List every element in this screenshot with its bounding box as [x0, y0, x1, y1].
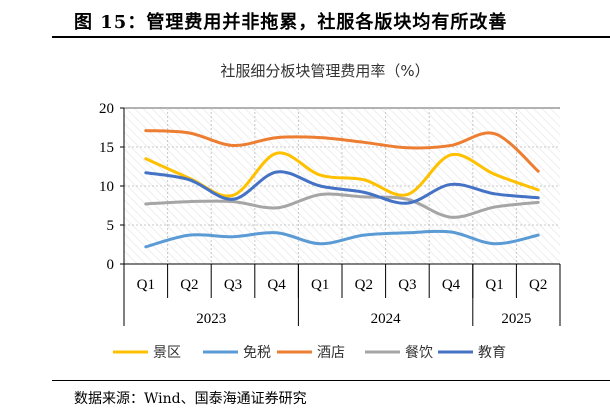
series-line-教育	[144, 170, 540, 205]
y-tick-label: 15	[99, 140, 114, 156]
legend-label: 教育	[478, 345, 506, 361]
figure-title: 图 15：管理费用并非拖累，社服各版块均有所改善	[74, 12, 508, 33]
y-tick-label: 20	[99, 101, 114, 117]
source-note: 数据来源：Wind、国泰海通证券研究	[74, 391, 307, 407]
x-tick-label: Q3	[224, 277, 242, 293]
legend-label: 免税	[243, 345, 271, 361]
x-tick-label: Q1	[311, 277, 329, 293]
bottom-rule	[52, 380, 610, 381]
y-tick-label: 10	[99, 179, 114, 195]
top-rule	[52, 36, 610, 38]
series-line-餐饮	[144, 192, 540, 219]
chart-title: 社服细分板块管理费用率（%）	[220, 62, 429, 80]
x-tick-label: Q4	[267, 277, 286, 293]
group-label: 2024	[371, 311, 402, 327]
legend-label: 景区	[153, 345, 181, 361]
x-tick-label: Q1	[137, 277, 155, 293]
legend-label: 酒店	[317, 345, 345, 361]
x-tick-label: Q4	[442, 277, 461, 293]
x-tick-label: Q2	[355, 277, 373, 293]
x-tick-label: Q2	[529, 277, 547, 293]
x-tick-label: Q1	[485, 277, 503, 293]
x-tick-label: Q2	[180, 277, 198, 293]
y-tick-label: 0	[107, 257, 115, 273]
legend-label: 餐饮	[405, 345, 433, 361]
group-label: 2023	[196, 311, 226, 327]
series-line-免税	[144, 229, 540, 249]
series-line-酒店	[144, 129, 540, 173]
y-tick-label: 5	[107, 218, 115, 234]
x-tick-label: Q3	[398, 277, 416, 293]
group-label: 2025	[501, 311, 531, 327]
